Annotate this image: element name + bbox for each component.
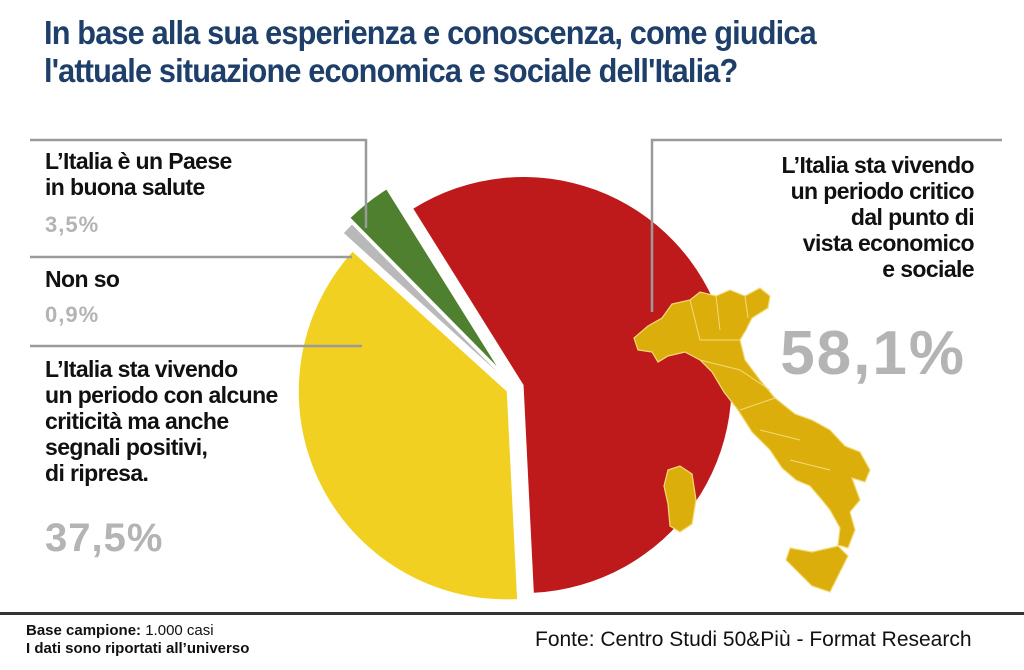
sample-note: Base campione: 1.000 casi I dati sono ri… [26, 622, 250, 657]
label-mixed: L’Italia sta vivendo un periodo con alcu… [45, 356, 278, 486]
pie-slice-3 [350, 189, 497, 367]
leader-lines [30, 138, 1002, 348]
pct-good-health: 3,5% [45, 212, 100, 237]
pie-slice-1 [298, 251, 518, 600]
source-note: Fonte: Centro Studi 50&Più - Format Rese… [535, 628, 972, 651]
pct-mixed: 37,5% [45, 516, 164, 560]
label-good-health: L’Italia è un Paese in buona salute [45, 148, 232, 200]
italy-map-icon [633, 287, 871, 593]
chart-title: In base alla sua esperienza e conoscenza… [44, 14, 817, 89]
footer-divider [0, 612, 1024, 615]
pct-critical: 58,1% [780, 319, 966, 388]
pie-slice-2 [343, 224, 499, 373]
label-critical: L’Italia sta vivendo un periodo critico … [781, 152, 974, 282]
pct-dont-know: 0,9% [45, 302, 100, 327]
label-dont-know: Non so [45, 266, 120, 292]
